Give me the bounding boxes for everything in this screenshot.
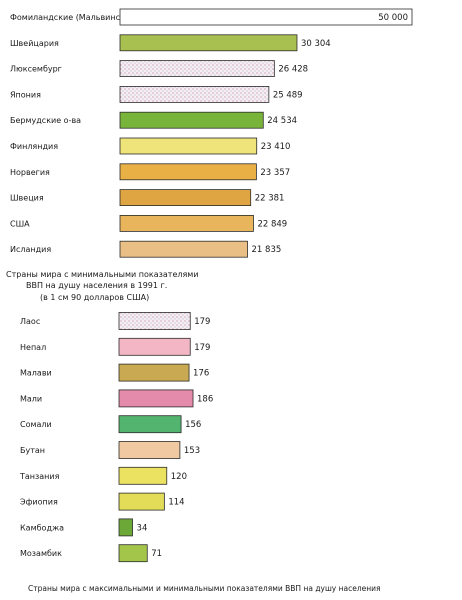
bar bbox=[119, 214, 254, 232]
min-gdp-title: Страны мира с минимальными показателями bbox=[6, 270, 199, 279]
value-label: 25 489 bbox=[273, 90, 303, 100]
bar bbox=[119, 189, 252, 207]
category-label: Исландия bbox=[10, 245, 51, 254]
category-label: Непал bbox=[20, 343, 46, 352]
category-label: Фомиландские (Мальвинские) о-ва bbox=[10, 13, 158, 22]
min-gdp-title-2: ВВП на душу населения в 1991 г. bbox=[26, 281, 167, 290]
min-gdp-title-line1: Страны мира с минимальными показателями bbox=[6, 270, 199, 279]
value-label: 34 bbox=[137, 523, 148, 533]
bar bbox=[118, 441, 181, 459]
bar bbox=[119, 111, 264, 129]
bar bbox=[119, 163, 257, 181]
category-label: Малави bbox=[20, 369, 52, 378]
value-label: 26 428 bbox=[278, 65, 308, 75]
value-label: 22 849 bbox=[257, 219, 287, 229]
category-label: Танзания bbox=[19, 472, 60, 481]
value-label: 176 bbox=[193, 369, 209, 379]
bar bbox=[118, 363, 190, 382]
value-label: 23 357 bbox=[260, 168, 290, 178]
value-label: 30 304 bbox=[301, 39, 331, 49]
value-label: 186 bbox=[197, 394, 213, 404]
category-label: Сомали bbox=[20, 420, 52, 429]
bar bbox=[119, 60, 275, 77]
min-gdp-chart: Лаос 179 Непал 179 Малави 176 Мали 186 Сомали 156… bbox=[19, 312, 213, 563]
bar bbox=[119, 240, 248, 258]
bar bbox=[118, 492, 165, 511]
category-label: Люксембург bbox=[10, 65, 62, 74]
value-label: 50 000 bbox=[378, 13, 408, 23]
value-label: 179 bbox=[194, 317, 210, 327]
category-label: Япония bbox=[10, 90, 41, 99]
bar bbox=[118, 544, 148, 563]
bar bbox=[119, 137, 258, 155]
bar bbox=[118, 466, 168, 485]
min-gdp-header: Страны мира с минимальными показателями … bbox=[6, 270, 199, 302]
bar bbox=[119, 34, 298, 52]
bar bbox=[118, 337, 191, 356]
value-label: 153 bbox=[184, 446, 200, 456]
bar bbox=[119, 8, 413, 26]
value-label: 114 bbox=[168, 498, 184, 508]
bar bbox=[119, 86, 270, 103]
bar bbox=[118, 415, 182, 434]
max-gdp-chart: Фомиландские (Мальвинские) о-ва 50 000 Шве… bbox=[10, 8, 413, 258]
value-label: 71 bbox=[151, 549, 162, 559]
category-label: Бутан bbox=[20, 446, 45, 455]
value-label: 22 381 bbox=[255, 194, 285, 204]
figure-caption: Страны мира с максимальными и минимальны… bbox=[28, 584, 381, 593]
category-label: Мали bbox=[20, 394, 42, 403]
value-label: 120 bbox=[171, 472, 187, 482]
category-label: Финляндия bbox=[10, 142, 58, 151]
category-label: Швейцария bbox=[10, 39, 59, 48]
category-label: Мозамбик bbox=[20, 549, 62, 558]
bar bbox=[118, 312, 191, 330]
value-label: 24 534 bbox=[267, 116, 297, 126]
category-label: Лаос bbox=[20, 317, 40, 326]
value-label: 23 410 bbox=[261, 142, 291, 152]
min-gdp-title-line2: ВВП на душу населения в 1991 г. bbox=[26, 281, 167, 290]
category-label: Бермудские о-ва bbox=[10, 116, 81, 125]
value-label: 156 bbox=[185, 420, 201, 430]
category-label: Камбоджа bbox=[20, 523, 64, 532]
min-gdp-subtitle: (в 1 см 90 долларов США) bbox=[40, 293, 149, 302]
value-label: 179 bbox=[194, 343, 210, 353]
bar bbox=[118, 389, 194, 408]
bar bbox=[118, 518, 133, 537]
category-label: Норвегия bbox=[10, 168, 50, 177]
category-label: Эфиопия bbox=[20, 498, 58, 507]
category-label: США bbox=[10, 219, 30, 228]
category-label: Швеция bbox=[10, 194, 44, 203]
value-label: 21 835 bbox=[252, 245, 282, 255]
